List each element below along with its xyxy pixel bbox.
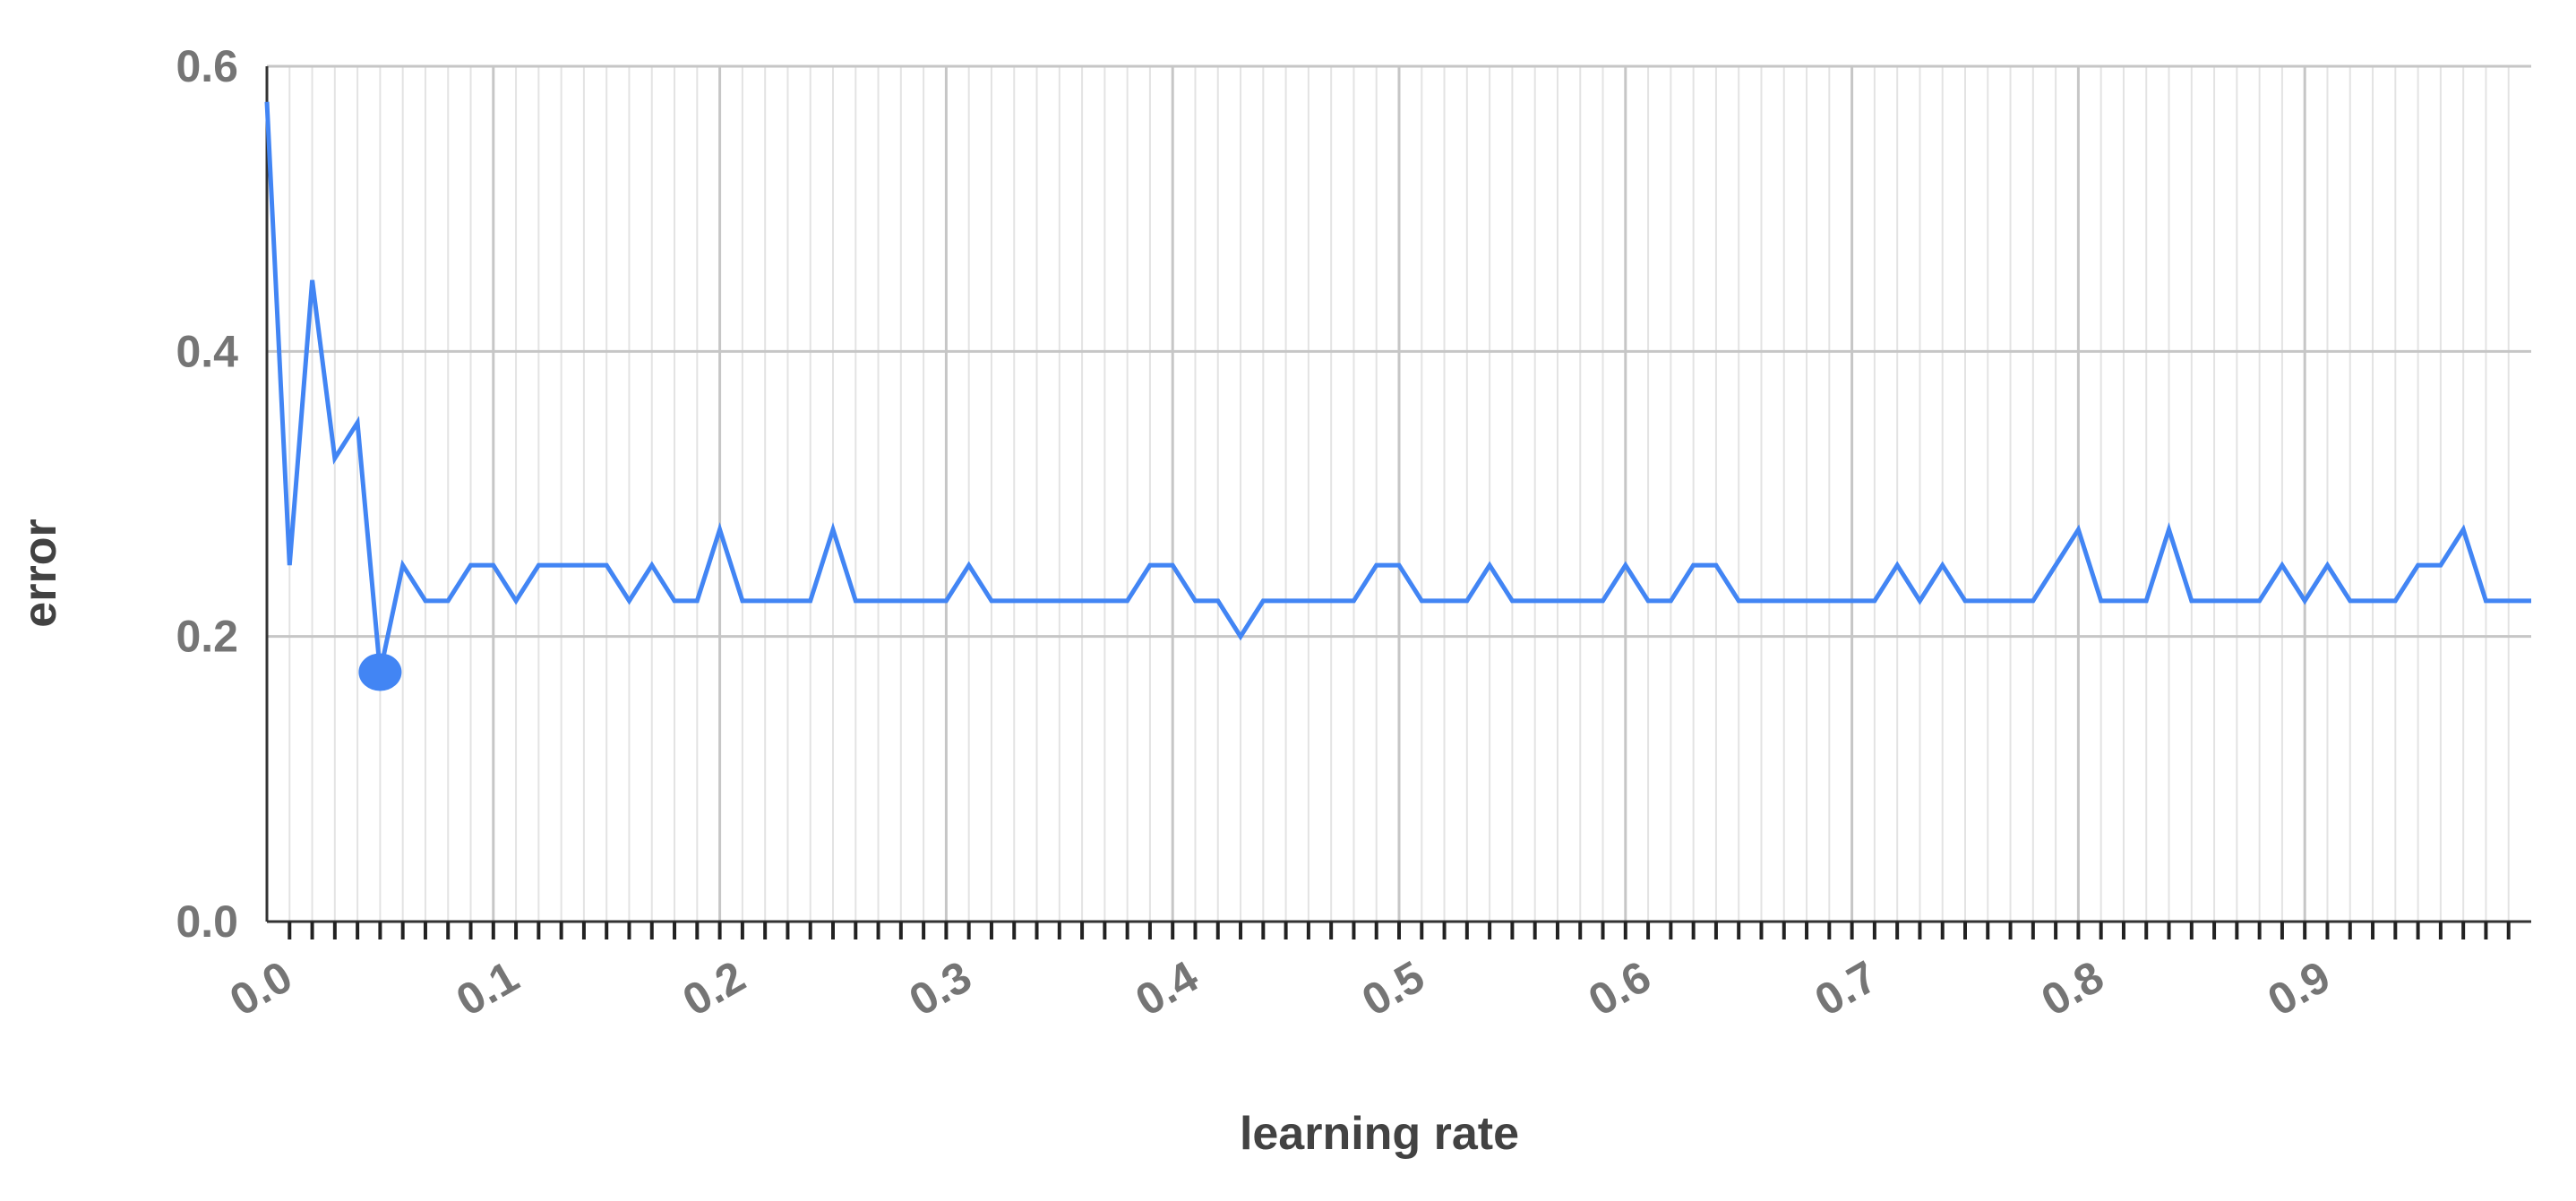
y-tick-label: 0.0 [176,896,238,947]
y-tick-label: 0.6 [176,41,238,91]
x-tick-label: 0.8 [2033,951,2112,1025]
x-tick-label: 0.5 [1353,951,1432,1025]
y-axis-tick-labels: 0.0 0.2 0.4 0.6 [176,41,238,947]
x-tick-label: 0.1 [448,951,527,1025]
x-tick-label: 0.3 [901,951,980,1025]
x-tick-label: 0.2 [674,951,753,1025]
x-tick-label: 0.4 [1127,951,1206,1025]
x-tick-label: 0.7 [1807,951,1885,1025]
y-tick-label: 0.4 [176,326,238,376]
series-line [264,101,2531,673]
x-axis-title: learning rate [1240,1108,1519,1160]
minor-gridlines [288,66,2510,922]
x-tick-label: 0.0 [221,951,300,1025]
y-axis-title: error [14,519,66,627]
highlight-point[interactable] [358,653,402,691]
y-tick-label: 0.2 [176,612,238,662]
x-axis-tick-labels: 0.0 0.1 0.2 0.3 0.4 0.5 0.6 0.7 0.8 0.9 [221,951,2338,1025]
major-gridlines [265,64,2531,923]
x-tick-label: 0.6 [1580,951,1659,1025]
x-tick-label: 0.9 [2259,951,2338,1025]
x-axis-ticks [288,922,2511,939]
series-layer [264,101,2531,691]
